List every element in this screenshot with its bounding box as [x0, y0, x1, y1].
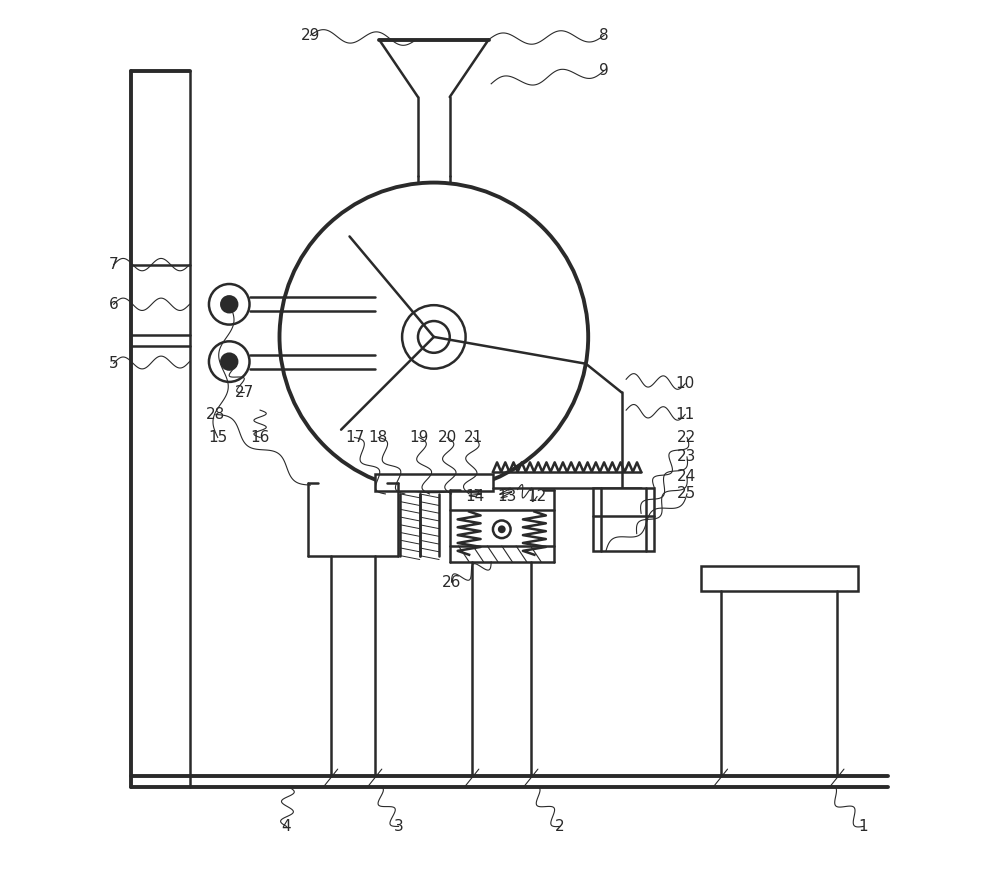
Text: 2: 2	[555, 818, 565, 834]
Text: 10: 10	[676, 376, 695, 392]
Circle shape	[221, 296, 237, 312]
Circle shape	[499, 527, 504, 532]
Text: 9: 9	[599, 63, 609, 78]
Text: 5: 5	[109, 355, 118, 371]
Text: 16: 16	[250, 430, 270, 445]
Text: 4: 4	[282, 818, 291, 834]
Text: 18: 18	[369, 430, 388, 445]
Text: 1: 1	[859, 818, 868, 834]
Text: 27: 27	[235, 385, 254, 400]
Text: 20: 20	[437, 430, 457, 445]
Text: 8: 8	[599, 27, 609, 43]
Text: 12: 12	[527, 489, 547, 505]
Text: 15: 15	[208, 430, 227, 445]
Text: 13: 13	[497, 489, 517, 505]
Text: 19: 19	[409, 430, 429, 445]
Text: 29: 29	[301, 27, 320, 43]
Text: 23: 23	[677, 449, 697, 465]
Text: 11: 11	[676, 407, 695, 422]
Circle shape	[221, 354, 237, 370]
Text: 28: 28	[206, 407, 226, 422]
Bar	[375, 474, 493, 491]
Text: 22: 22	[677, 430, 697, 445]
Text: 24: 24	[677, 468, 697, 484]
Bar	[701, 566, 858, 591]
Text: 7: 7	[109, 257, 118, 273]
Text: 14: 14	[466, 489, 485, 505]
Text: 3: 3	[394, 818, 403, 834]
Text: 25: 25	[677, 486, 697, 502]
Text: 21: 21	[464, 430, 483, 445]
Text: 6: 6	[109, 296, 119, 312]
Text: 17: 17	[345, 430, 364, 445]
Text: 26: 26	[442, 574, 461, 590]
Bar	[593, 488, 654, 551]
